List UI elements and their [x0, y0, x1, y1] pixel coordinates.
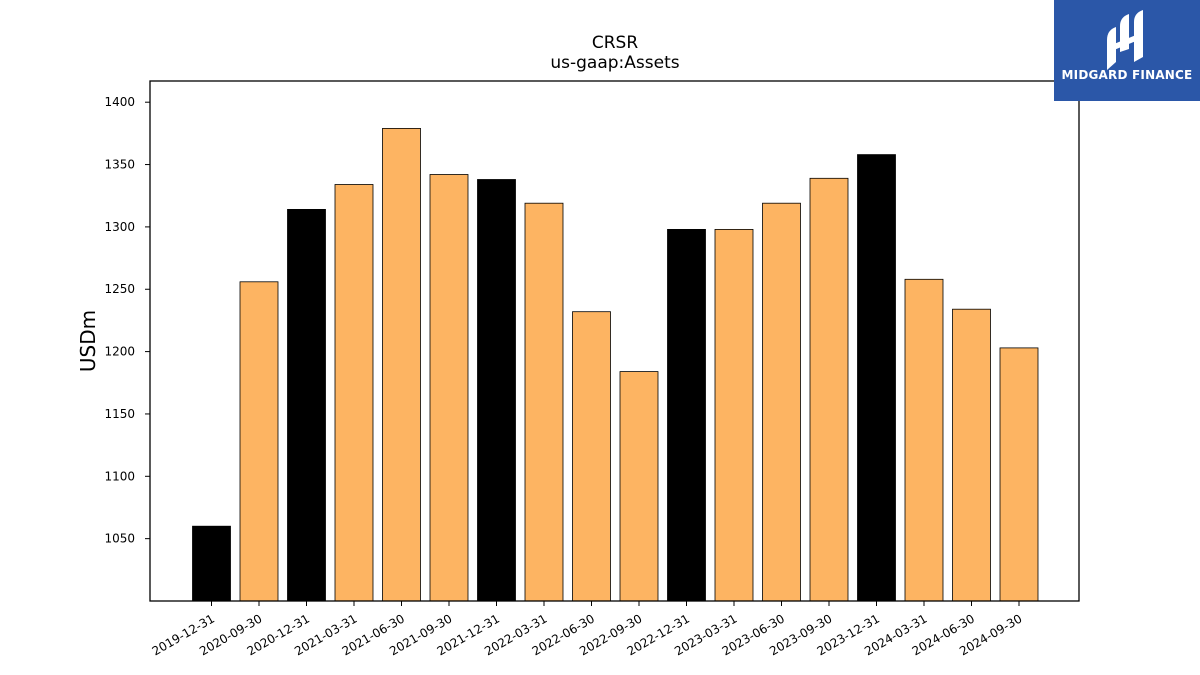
midgard-finance-logo: MIDGARD FINANCE — [1054, 0, 1200, 101]
y-tick-label: 1250 — [104, 282, 135, 296]
y-tick-label: 1400 — [104, 95, 135, 109]
y-tick-label: 1100 — [104, 469, 135, 483]
bar-2024-03-31 — [904, 278, 944, 602]
chart-subtitle: us-gaap:Assets — [550, 53, 679, 73]
bar-2024-09-30 — [999, 347, 1039, 602]
y-tick-label: 1350 — [104, 158, 135, 172]
bar-2021-12-31 — [477, 179, 516, 602]
plot-frame — [149, 80, 1080, 602]
bar-2020-12-31 — [287, 208, 326, 602]
y-tick-label: 1050 — [104, 532, 135, 546]
bar-2021-09-30 — [429, 174, 469, 602]
bar-2020-09-30 — [239, 281, 279, 602]
y-tick-label: 1150 — [104, 407, 135, 421]
logo-text: MIDGARD FINANCE — [1061, 68, 1193, 82]
bar-2024-06-30 — [952, 308, 991, 602]
bar-2022-03-31 — [524, 202, 564, 602]
bar-2022-06-30 — [572, 311, 611, 602]
bars-group — [192, 127, 1039, 602]
midgard-logo-icon — [1107, 10, 1143, 70]
bar-2022-12-31 — [667, 228, 706, 602]
chart-title: CRSR — [592, 33, 638, 53]
y-axis-ticks: 1050 1100 1150 1200 1250 1300 1350 1400 — [104, 95, 150, 546]
bar-2023-09-30 — [809, 177, 849, 602]
bar-2019-12-31 — [192, 525, 231, 602]
bar-2021-03-31 — [334, 184, 374, 602]
y-tick-label: 1300 — [104, 220, 135, 234]
bar-2023-12-31 — [857, 154, 896, 602]
bar-2023-03-31 — [714, 228, 754, 602]
x-axis-ticks: 2019-12-312020-09-302020-12-312021-03-31… — [150, 601, 1025, 658]
bar-2023-06-30 — [762, 202, 801, 602]
y-axis-label: USDm — [76, 310, 100, 372]
bar-2021-06-30 — [382, 127, 421, 602]
y-tick-label: 1200 — [104, 345, 135, 359]
bar-2022-09-30 — [619, 371, 659, 602]
